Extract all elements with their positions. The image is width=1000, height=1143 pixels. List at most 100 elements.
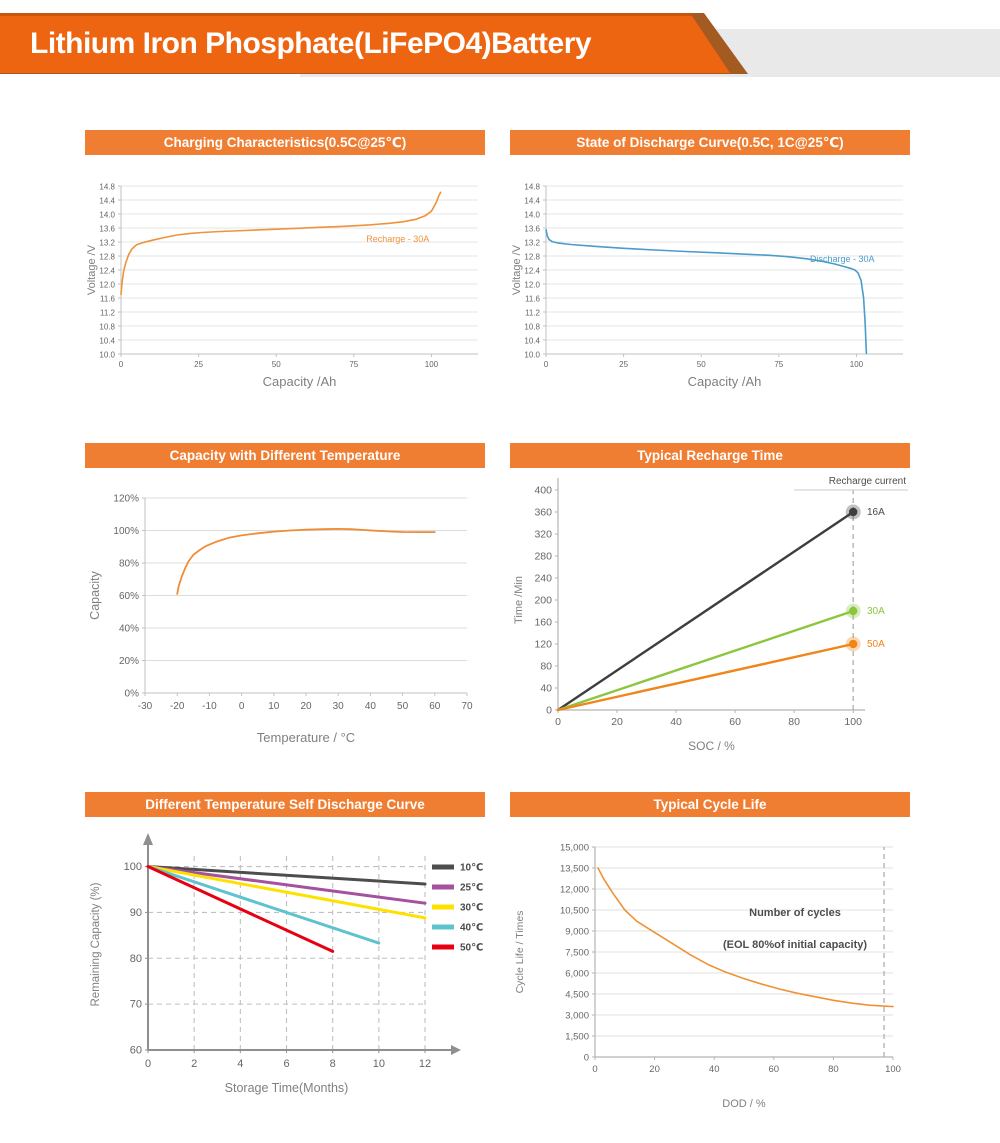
cycle-life-chart: 0 20 40 60 80 100 0 1,500 3,000 4,500 6,000 7,500 9,…	[510, 820, 910, 1120]
svg-text:Temperature / °C: Temperature / °C	[257, 730, 355, 745]
svg-text:-20: -20	[170, 701, 185, 712]
svg-text:200: 200	[534, 595, 552, 607]
banner: Lithium Iron Phosphate(LiFePO4)Battery	[0, 13, 730, 73]
svg-text:40: 40	[540, 683, 552, 695]
svg-text:40: 40	[670, 716, 682, 728]
svg-text:100: 100	[425, 360, 439, 369]
svg-text:40%: 40%	[119, 624, 139, 635]
svg-text:14.4: 14.4	[99, 197, 115, 206]
chart-title-discharge: State of Discharge Curve(0.5C, 1C@25℃)	[510, 130, 910, 155]
svg-text:3,000: 3,000	[565, 1011, 589, 1022]
svg-text:30A: 30A	[867, 606, 885, 617]
chart-panel-charging: Charging Characteristics(0.5C@25℃) 0 25 50…	[85, 130, 485, 390]
svg-text:13.2: 13.2	[99, 239, 115, 248]
svg-text:60: 60	[729, 716, 741, 728]
svg-text:11.6: 11.6	[100, 295, 116, 304]
svg-text:120: 120	[534, 639, 552, 651]
svg-text:25: 25	[619, 360, 628, 369]
svg-text:15,000: 15,000	[560, 843, 589, 854]
svg-text:25℃: 25℃	[460, 883, 483, 894]
svg-text:20: 20	[300, 701, 312, 712]
discharge-chart: 0 25 50 75 100 10.0 10.4 10.8 11.2 11.6 12.0 12.4 12…	[510, 160, 910, 390]
svg-text:Discharge - 30A: Discharge - 30A	[810, 254, 875, 264]
svg-text:400: 400	[534, 485, 552, 497]
svg-text:Capacity /Ah: Capacity /Ah	[688, 374, 762, 389]
self-discharge-chart: 0 2 4 6 8 10 12 60 70 80 90 100 10℃ 25℃ 30℃ 40℃ 50℃ Stora…	[85, 820, 485, 1120]
svg-text:0: 0	[546, 705, 552, 717]
svg-text:70: 70	[461, 701, 473, 712]
svg-text:11.6: 11.6	[525, 295, 541, 304]
svg-text:Voltage /V: Voltage /V	[86, 244, 98, 295]
svg-text:100: 100	[844, 716, 862, 728]
svg-text:20%: 20%	[119, 656, 139, 667]
svg-text:10℃: 10℃	[460, 863, 483, 874]
svg-text:13.2: 13.2	[524, 239, 540, 248]
chart-title-temperature-capacity: Capacity with Different Temperature	[85, 443, 485, 468]
svg-text:80: 80	[130, 953, 142, 965]
svg-text:14.4: 14.4	[524, 197, 540, 206]
svg-text:Recharge - 30A: Recharge - 30A	[366, 234, 429, 244]
svg-text:6: 6	[283, 1058, 289, 1070]
svg-text:50: 50	[272, 360, 281, 369]
svg-text:20: 20	[649, 1064, 660, 1075]
svg-text:12.0: 12.0	[524, 281, 540, 290]
svg-text:0: 0	[119, 360, 124, 369]
svg-text:10.4: 10.4	[524, 337, 540, 346]
svg-text:60%: 60%	[119, 591, 139, 602]
svg-text:25: 25	[194, 360, 203, 369]
svg-text:80%: 80%	[119, 559, 139, 570]
svg-text:-30: -30	[138, 701, 153, 712]
chart-title-self-discharge: Different Temperature Self Discharge Cur…	[85, 792, 485, 817]
svg-text:13.6: 13.6	[99, 225, 115, 234]
svg-text:0: 0	[555, 716, 561, 728]
svg-text:13.6: 13.6	[524, 225, 540, 234]
chart-title-charging: Charging Characteristics(0.5C@25℃)	[85, 130, 485, 155]
svg-text:100%: 100%	[113, 526, 139, 537]
chart-panel-temperature-capacity: Capacity with Different Temperature -30 -…	[85, 443, 485, 760]
svg-text:1,500: 1,500	[565, 1032, 589, 1043]
chart-title-recharge-time: Typical Recharge Time	[510, 443, 910, 468]
svg-text:60: 60	[429, 701, 441, 712]
svg-text:Number of cycles: Number of cycles	[749, 907, 841, 919]
svg-text:40: 40	[709, 1064, 720, 1075]
svg-text:70: 70	[130, 999, 142, 1011]
svg-text:16A: 16A	[867, 507, 885, 518]
svg-text:11.2: 11.2	[100, 309, 116, 318]
svg-text:50℃: 50℃	[460, 943, 483, 954]
chart-panel-cycle-life: Typical Cycle Life 0 20 40 60 80 100 0 1,500 3,0…	[510, 792, 910, 1120]
svg-text:30℃: 30℃	[460, 903, 483, 914]
svg-text:SOC / %: SOC / %	[688, 739, 735, 753]
svg-text:8: 8	[330, 1058, 336, 1070]
svg-text:4: 4	[237, 1058, 243, 1070]
svg-text:10.0: 10.0	[524, 351, 540, 360]
chart-panel-discharge: State of Discharge Curve(0.5C, 1C@25℃) 0…	[510, 130, 910, 390]
svg-text:80: 80	[540, 661, 552, 673]
svg-text:14.0: 14.0	[524, 211, 540, 220]
svg-text:Remaining Capacity (%): Remaining Capacity (%)	[90, 882, 102, 1006]
svg-text:4,500: 4,500	[565, 990, 589, 1001]
svg-text:-10: -10	[202, 701, 217, 712]
svg-text:10.8: 10.8	[99, 323, 115, 332]
svg-text:40: 40	[365, 701, 377, 712]
svg-text:14.8: 14.8	[524, 183, 540, 192]
svg-text:Recharge current: Recharge current	[829, 476, 906, 487]
svg-text:0: 0	[584, 1053, 589, 1064]
svg-text:Storage Time(Months): Storage Time(Months)	[225, 1081, 349, 1095]
svg-text:7,500: 7,500	[565, 948, 589, 959]
svg-text:50A: 50A	[867, 639, 885, 650]
chart-panel-recharge-time: Typical Recharge Time 0 20 40 60 80 100 0 40 80 1…	[510, 443, 910, 760]
svg-text:0%: 0%	[125, 689, 140, 700]
svg-text:0: 0	[592, 1064, 597, 1075]
svg-text:120%: 120%	[113, 494, 139, 505]
svg-text:0: 0	[145, 1058, 151, 1070]
svg-text:12,000: 12,000	[560, 885, 589, 896]
svg-text:20: 20	[611, 716, 623, 728]
svg-text:0: 0	[544, 360, 549, 369]
recharge-time-chart: 0 20 40 60 80 100 0 40 80 120 160 200 240 280 320 360 40…	[510, 470, 910, 760]
svg-text:280: 280	[534, 551, 552, 563]
svg-text:60: 60	[769, 1064, 780, 1075]
svg-text:12.4: 12.4	[99, 267, 115, 276]
svg-text:11.2: 11.2	[525, 309, 541, 318]
svg-text:14.0: 14.0	[99, 211, 115, 220]
svg-text:(EOL 80%of initial capacity): (EOL 80%of initial capacity)	[723, 939, 867, 951]
